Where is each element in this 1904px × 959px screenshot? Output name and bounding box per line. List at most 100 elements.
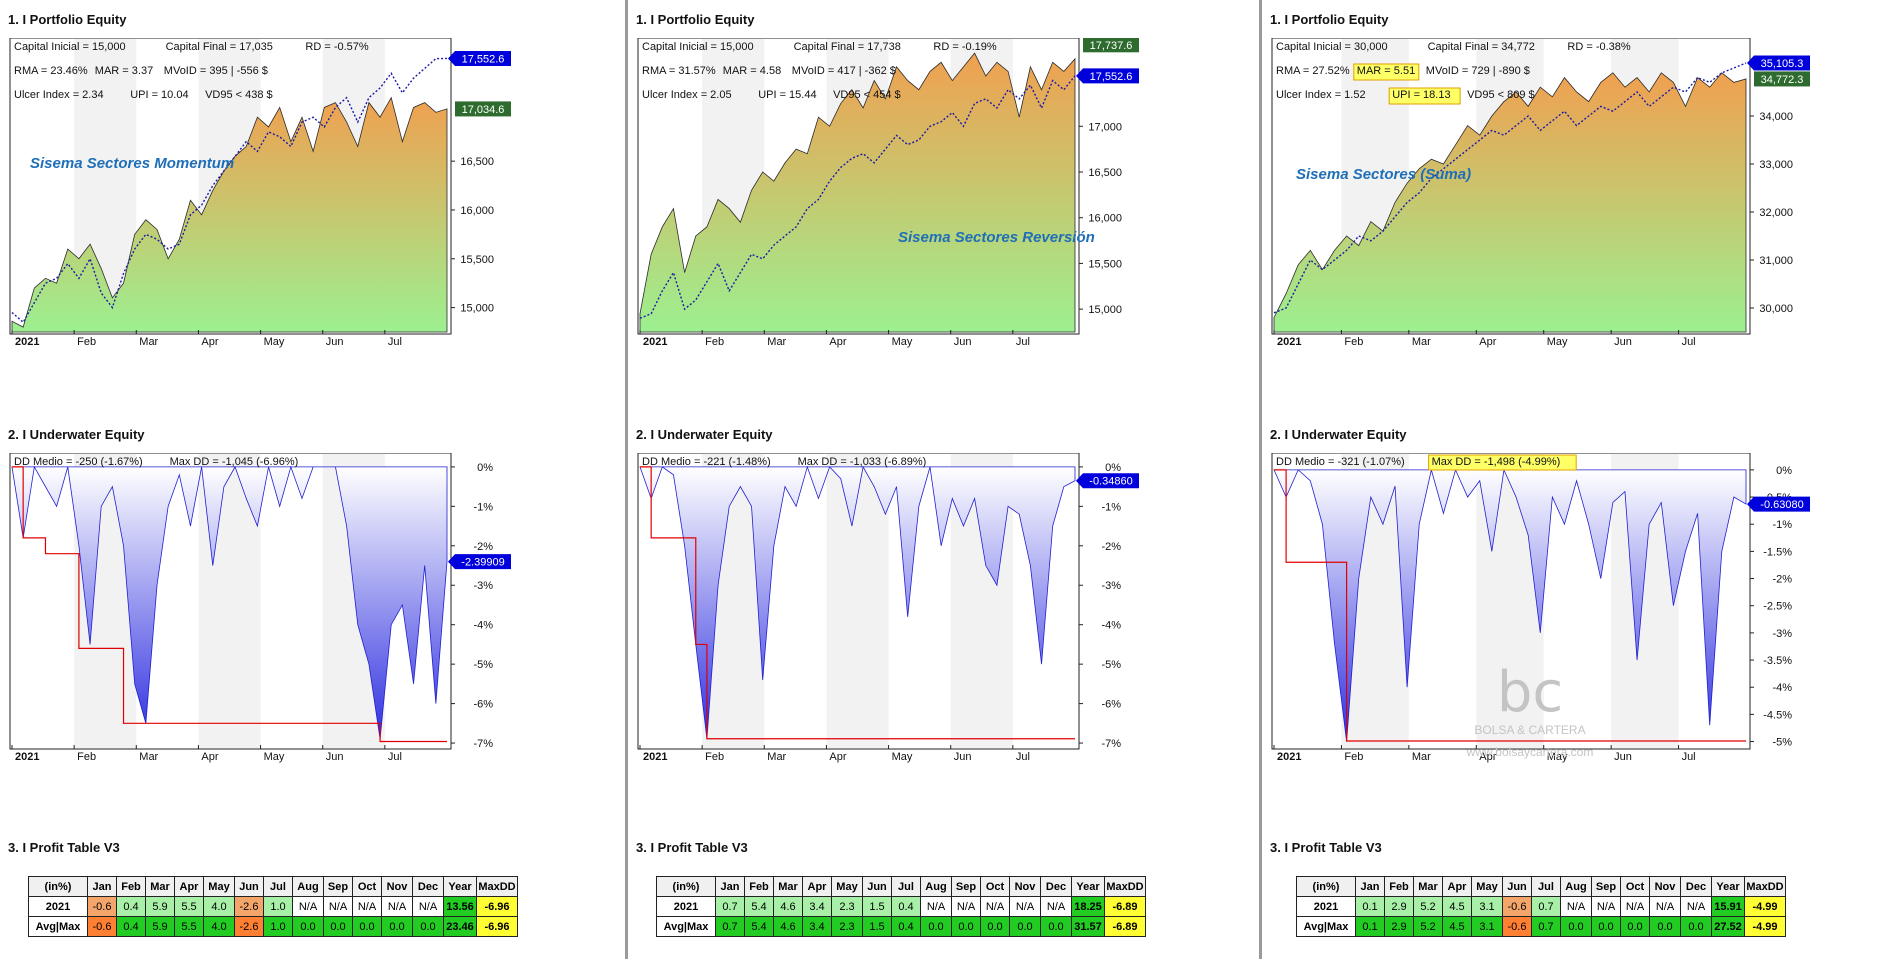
year-cell: 31.57 — [1071, 916, 1105, 937]
panel-suma: 1. I Portfolio Equity 2. I Underwater Eq… — [1262, 0, 1904, 959]
benchmark-value-badge-bg — [1747, 55, 1810, 71]
highlight-box — [1388, 87, 1461, 105]
equity-area-series — [1273, 72, 1747, 333]
month-cell: N/A — [920, 896, 952, 917]
benchmark-value-badge-bg — [1076, 68, 1139, 84]
table-header-cell: (in%) — [1296, 876, 1356, 897]
x-tick-label: May — [1547, 336, 1568, 348]
month-cell: 3.4 — [802, 896, 832, 917]
table-header-cell: Sep — [951, 876, 981, 897]
table-title: 3. I Profit Table V3 — [636, 840, 748, 855]
max-drawdown-line — [1274, 469, 1746, 742]
month-cell: 0.0 — [1649, 916, 1681, 937]
max-drawdown-line — [12, 466, 447, 743]
underwater-value-badge: -0.34860 — [1089, 476, 1132, 488]
underwater-title: 2. I Underwater Equity — [636, 427, 773, 442]
stat-text: UPI = 10.04 — [130, 89, 188, 101]
table-row: Avg|Max 0.1 2.9 5.2 4.5 3.1 -0.6 0.7 0.0 0.0 0.0 0.… — [1296, 916, 1786, 937]
y-tick-label: 15,500 — [460, 254, 494, 266]
month-cell: 5.5 — [174, 916, 204, 937]
equity-title: 1. I Portfolio Equity — [1270, 12, 1389, 27]
underwater-chart[interactable]: 0% -1% -2% -3% -4% -5% -6% -7% DD Medio = -221 (… — [628, 453, 1248, 823]
table-header-cell: Nov — [1649, 876, 1681, 897]
benchmark-value-badge: 17,552.6 — [1090, 71, 1133, 83]
equity-chart[interactable]: 15,000 15,500 16,000 16,500 17,000 Capital In… — [628, 38, 1248, 408]
y-tick-label: -4.5% — [1763, 709, 1792, 721]
table-header-cell: Jan — [87, 876, 117, 897]
underwater-chart[interactable]: 0% -1% -2% -3% -4% -5% -6% -7% DD Medio = -250 (… — [0, 453, 620, 823]
table-header-cell: (in%) — [656, 876, 716, 897]
month-cell: 4.5 — [1442, 896, 1472, 917]
panel-reversion: 1. I Portfolio Equity 2. I Underwater Eq… — [628, 0, 1262, 959]
x-tick-label: Mar — [767, 751, 786, 763]
x-tick-label: May — [892, 751, 913, 763]
maxdd-cell: -6.96 — [476, 916, 518, 937]
dd-medio-text: DD Medio = -321 (-1.07%) — [1276, 456, 1405, 468]
y-tick-label: -6% — [1101, 699, 1121, 711]
x-tick-label: Feb — [1344, 751, 1363, 763]
system-label: Sisema Sectores Reversión — [898, 229, 1095, 246]
x-tick-label: Jun — [1614, 751, 1632, 763]
stat-text: Capital Inicial = 15,000 — [642, 41, 754, 53]
system-label: Sisema Sectores (Suma) — [1296, 166, 1471, 183]
stat-text: RD = -0.19% — [933, 41, 996, 53]
table-header-cell: Oct — [352, 876, 382, 897]
x-tick-label: Mar — [1412, 336, 1431, 348]
table-header-cell: Jan — [1355, 876, 1385, 897]
x-tick-label: Feb — [77, 336, 96, 348]
table-header-cell: Apr — [174, 876, 204, 897]
table-header-cell: Year — [1071, 876, 1105, 897]
highlight-box — [1353, 63, 1420, 81]
month-cell: 5.5 — [174, 896, 204, 917]
month-cell: N/A — [951, 896, 981, 917]
underwater-title: 2. I Underwater Equity — [8, 427, 145, 442]
month-cell: 4.0 — [203, 896, 235, 917]
dd-medio-text: DD Medio = -250 (-1.67%) — [14, 456, 143, 468]
stat-text: Ulcer Index = 2.05 — [642, 89, 732, 101]
month-cell: 1.5 — [862, 896, 892, 917]
underwater-area-series — [639, 465, 1076, 740]
month-cell: 0.0 — [1591, 916, 1621, 937]
month-cell: 0.0 — [1620, 916, 1650, 937]
x-tick-label: Jun — [1614, 336, 1632, 348]
y-tick-label: -3% — [473, 580, 493, 592]
month-cell: 0.0 — [323, 916, 353, 937]
benchmark-line-series — [11, 57, 448, 324]
year-cell: 13.56 — [443, 896, 477, 917]
equity-value-badge: 17,737.6 — [1090, 40, 1133, 52]
maxdd-cell: -4.99 — [1744, 916, 1786, 937]
month-cell: -0.6 — [87, 896, 117, 917]
max-drawdown-line — [640, 466, 1075, 740]
month-cell: N/A — [1649, 896, 1681, 917]
maxdd-cell: -6.96 — [476, 896, 518, 917]
y-tick-label: -1% — [473, 501, 493, 513]
month-cell: N/A — [1680, 896, 1712, 917]
table-header-cell: MaxDD — [476, 876, 518, 897]
equity-chart[interactable]: 15,000 15,500 16,000 16,500 Capital Inicial … — [0, 38, 620, 408]
x-tick-label: Jul — [388, 751, 402, 763]
table-header-cell: Dec — [1040, 876, 1072, 897]
y-tick-label: -1.5% — [1763, 546, 1792, 558]
month-cell: N/A — [323, 896, 353, 917]
table-header-row: (in%) Jan Feb Mar Apr May Jun Jul Aug Sep Oct Nov De… — [656, 876, 1146, 897]
y-tick-label: 34,000 — [1759, 111, 1793, 123]
month-cell: N/A — [352, 896, 382, 917]
dd-medio-text: DD Medio = -221 (-1.48%) — [642, 456, 771, 468]
table-title: 3. I Profit Table V3 — [1270, 840, 1382, 855]
table-header-row: (in%) Jan Feb Mar Apr May Jun Jul Aug Sep Oct Nov De… — [28, 876, 518, 897]
x-tick-label: Feb — [705, 336, 724, 348]
equity-area-series — [11, 96, 448, 333]
table-header-cell: Jul — [1531, 876, 1561, 897]
month-cell: 3.1 — [1471, 916, 1503, 937]
month-cell: 2.3 — [831, 896, 863, 917]
table-header-cell: (in%) — [28, 876, 88, 897]
max-dd-text: Max DD = -1,033 (-6.89%) — [798, 456, 927, 468]
equity-chart[interactable]: 30,000 31,000 32,000 33,000 34,000 Capital In… — [1262, 38, 1892, 408]
table-header-cell: MaxDD — [1104, 876, 1146, 897]
stat-text: RD = -0.57% — [305, 41, 368, 53]
month-cell: 4.0 — [203, 916, 235, 937]
y-tick-label: 15,000 — [460, 303, 494, 315]
stat-text: Capital Inicial = 30,000 — [1276, 41, 1388, 53]
underwater-chart[interactable]: 0%-0.5%-1%-1.5%-2%-2.5%-3%-3.5%-4%-4.5%-… — [1262, 453, 1892, 823]
month-cell: 0.1 — [1355, 916, 1385, 937]
